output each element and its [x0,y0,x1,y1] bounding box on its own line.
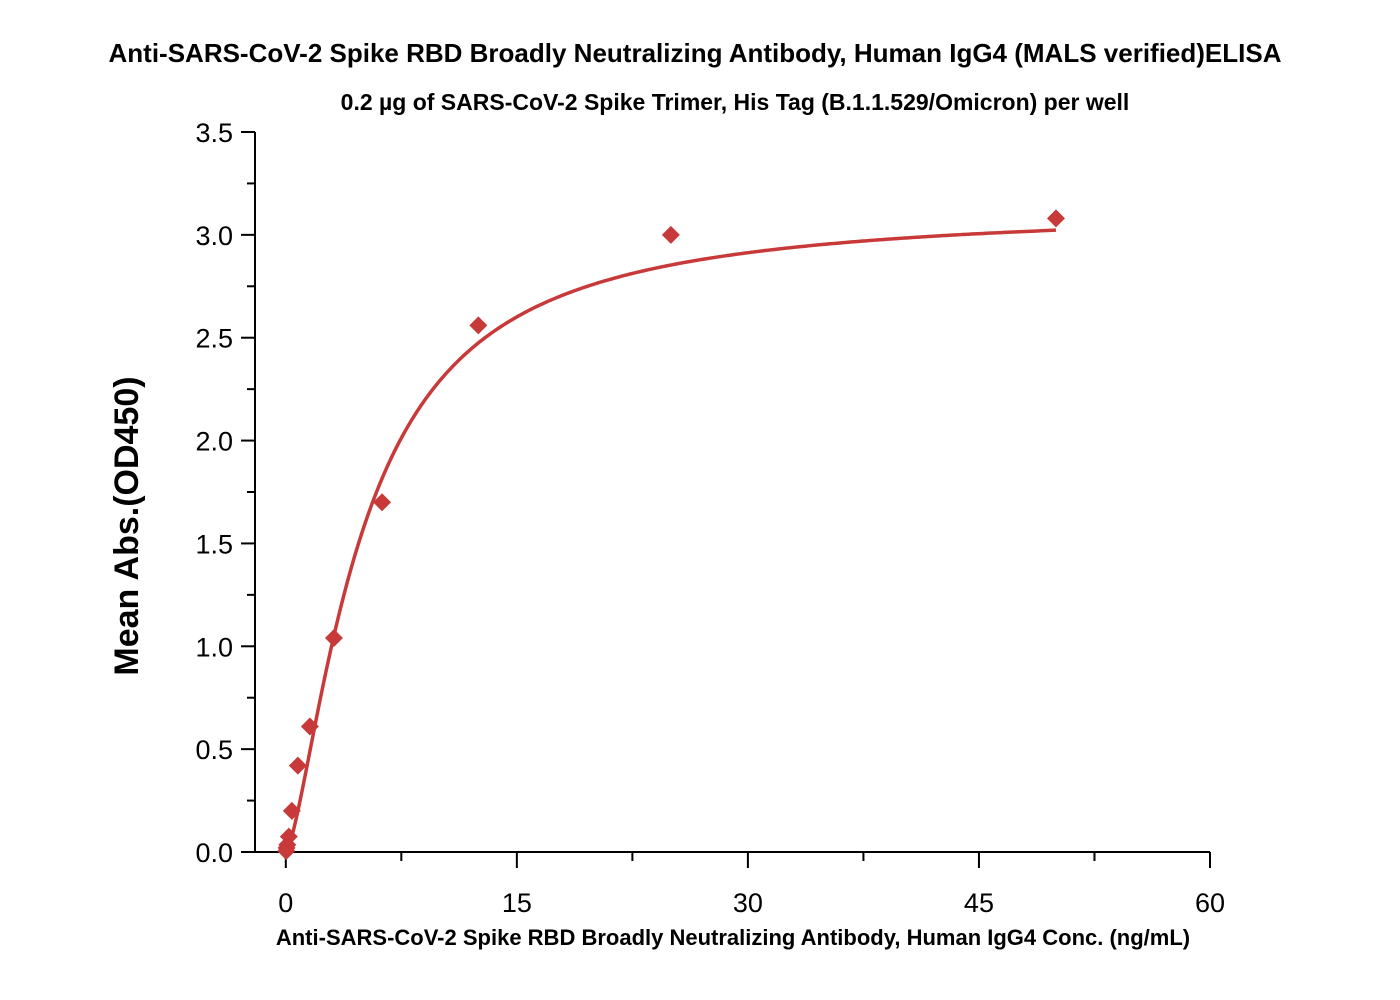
data-point [373,493,392,512]
x-tick-label: 15 [502,888,532,918]
y-tick-label: 2.5 [195,324,233,354]
y-tick-label: 3.0 [195,221,233,251]
x-tick-label: 45 [964,888,994,918]
fit-curve [284,228,1057,854]
x-tick-label: 0 [278,888,293,918]
x-axis-ticks: 0 15 30 45 60 [278,852,1225,918]
data-point [300,717,319,736]
data-point [279,827,298,846]
y-tick-label: 0.5 [195,735,233,765]
data-point [282,801,301,820]
x-axis-label: Anti-SARS-CoV-2 Spike RBD Broadly Neutra… [276,925,1190,950]
data-point [324,629,343,648]
data-point [288,756,307,775]
y-axis-ticks: 0.0 0.5 1.0 1.5 2.0 2.5 3.0 3.5 [195,118,255,868]
data-point [1046,209,1065,228]
fit-curve-group [284,228,1057,854]
y-tick-label: 1.5 [195,529,233,559]
axes [254,132,1210,853]
x-tick-label: 60 [1195,888,1225,918]
y-tick-label: 1.0 [195,632,233,662]
y-tick-label: 0.0 [195,838,233,868]
data-points [277,209,1065,860]
x-tick-label: 30 [733,888,763,918]
y-tick-label: 2.0 [195,427,233,457]
chart-title: Anti-SARS-CoV-2 Spike RBD Broadly Neutra… [109,38,1282,68]
data-point [661,225,680,244]
data-point [469,316,488,335]
y-tick-label: 3.5 [195,118,233,148]
y-axis-label: Mean Abs.(OD450) [108,376,146,675]
chart-subtitle: 0.2 µg of SARS-CoV-2 Spike Trimer, His T… [341,89,1130,115]
